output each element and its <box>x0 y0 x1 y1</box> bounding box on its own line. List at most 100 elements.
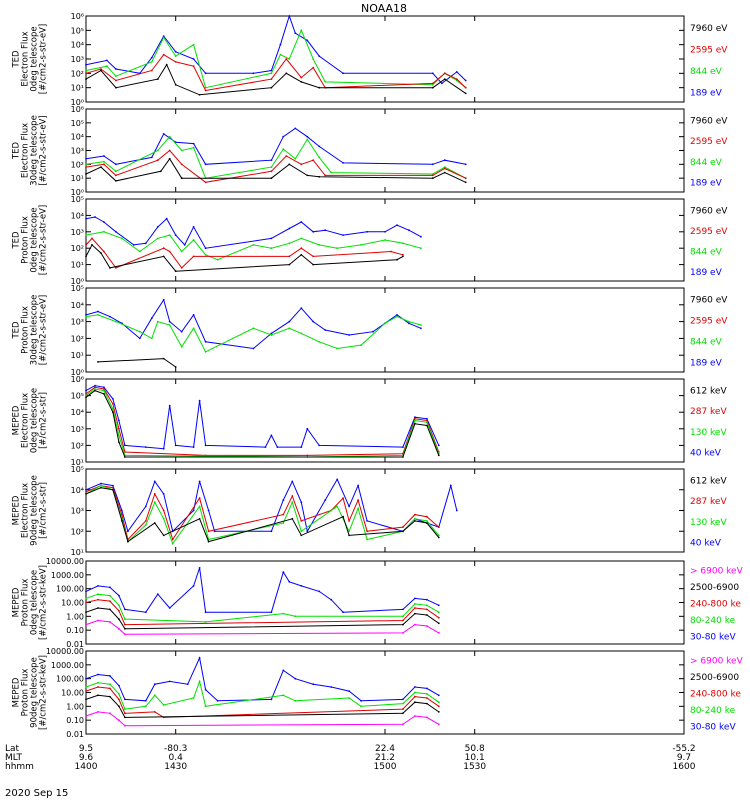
data-point <box>288 263 291 266</box>
data-point <box>85 623 87 626</box>
data-point <box>97 711 99 713</box>
data-point <box>300 247 303 250</box>
data-point <box>85 396 87 399</box>
data-point <box>414 701 416 704</box>
y-axis-label-line: 90deg telescope <box>30 475 40 546</box>
y-tick-label: 10⁴ <box>71 41 84 50</box>
data-point <box>342 611 344 614</box>
data-point <box>294 127 297 130</box>
data-point <box>118 693 120 695</box>
data-point <box>464 86 467 89</box>
data-point <box>437 616 440 619</box>
data-point <box>97 607 99 609</box>
data-point <box>207 509 210 512</box>
series-line-green <box>85 314 422 353</box>
data-point <box>402 708 404 710</box>
data-point <box>414 416 416 419</box>
plot-frame <box>85 378 685 463</box>
y-axis-label: MEPEDElectron Flux90deg telescope[#/cm2-… <box>12 475 49 546</box>
legend-entry: 189 eV <box>690 179 723 189</box>
data-point <box>300 501 303 504</box>
legend-entry: 30-80 keV <box>690 633 736 643</box>
legend-entry: 130 keV <box>690 428 727 438</box>
data-point <box>192 43 195 46</box>
y-tick-label: 0.10 <box>66 626 84 635</box>
data-point <box>180 163 183 166</box>
panel-3: 10⁰ 10¹ 10² 10³ 10⁴ 10⁵ TEDProton Flux0deg tel… <box>12 195 729 286</box>
y-axis-label-line: TED <box>12 321 22 340</box>
data-point <box>153 683 156 686</box>
data-point <box>426 520 428 522</box>
y-axis-label-line: Electron Flux <box>21 31 31 86</box>
y-axis-label-line: 30deg telescope <box>30 295 40 366</box>
data-point <box>294 677 297 680</box>
series-line-green <box>85 28 467 89</box>
y-tick-label: 10⁵ <box>71 26 84 35</box>
y-tick-label: 0.10 <box>66 716 84 725</box>
data-point <box>162 35 165 37</box>
data-point <box>192 255 195 258</box>
data-point <box>115 174 117 177</box>
data-point <box>288 163 291 166</box>
data-point <box>252 347 255 350</box>
data-point <box>192 226 195 228</box>
data-point <box>180 330 183 333</box>
x-tick-label-mlt: 9.7 <box>677 753 691 763</box>
panel-2: 10⁰ 10¹ 10² 10³ 10⁴ 10⁵ 10⁶ TEDElectron Flux30d… <box>12 105 729 197</box>
y-tick-label: 10³ <box>71 318 84 327</box>
y-axis-label: TEDElectron Flux0deg telescope[#/cm2-s-s… <box>12 24 49 94</box>
data-point <box>330 686 333 688</box>
data-point <box>204 89 207 92</box>
x-row-label: Lat <box>5 744 20 754</box>
data-point <box>306 454 309 457</box>
data-point <box>312 263 315 266</box>
data-point <box>85 677 87 680</box>
data-point <box>443 159 446 162</box>
data-point <box>342 162 344 164</box>
data-point <box>426 604 428 607</box>
data-point <box>282 513 285 516</box>
data-point <box>396 258 398 261</box>
data-point <box>270 237 273 240</box>
data-point <box>270 166 273 169</box>
data-point <box>414 597 416 600</box>
data-point <box>109 600 111 602</box>
data-point <box>216 258 219 261</box>
data-point <box>420 247 422 250</box>
data-point <box>336 347 339 350</box>
data-point <box>270 69 273 72</box>
data-point <box>115 75 117 78</box>
legend-entry: 80-240 ke <box>690 616 736 626</box>
data-point <box>121 520 123 522</box>
series-line-blue <box>85 216 422 249</box>
series-line-green <box>85 231 422 261</box>
data-point <box>270 177 273 180</box>
legend-entry: 7960 eV <box>690 296 728 306</box>
data-point <box>300 307 303 310</box>
data-point <box>282 612 285 615</box>
data-point <box>282 669 285 672</box>
data-point <box>270 170 273 173</box>
y-tick-label: 0.01 <box>66 640 84 649</box>
data-point <box>366 230 368 233</box>
data-point <box>124 698 126 701</box>
y-axis-label: TEDProton Flux0deg telescope[#/cm2-s-str… <box>12 205 49 275</box>
data-point <box>85 715 87 717</box>
legend-entry: 189 eV <box>690 88 723 98</box>
y-tick-label: 10² <box>71 441 84 450</box>
data-point <box>115 86 117 89</box>
data-point <box>324 329 327 331</box>
data-point <box>357 507 359 510</box>
data-point <box>449 484 452 487</box>
data-point <box>85 488 87 491</box>
data-point <box>414 603 416 605</box>
data-point <box>103 393 105 395</box>
panel-7: 0.010.101.0010.00100.001000.0010000.00ME… <box>12 557 744 649</box>
legend-entry: 7960 eV <box>690 116 728 126</box>
data-point <box>414 686 416 688</box>
legend-entry: 30-80 keV <box>690 723 736 733</box>
data-point <box>282 571 285 573</box>
data-point <box>279 53 282 56</box>
data-point <box>204 340 207 343</box>
data-point <box>144 505 147 508</box>
